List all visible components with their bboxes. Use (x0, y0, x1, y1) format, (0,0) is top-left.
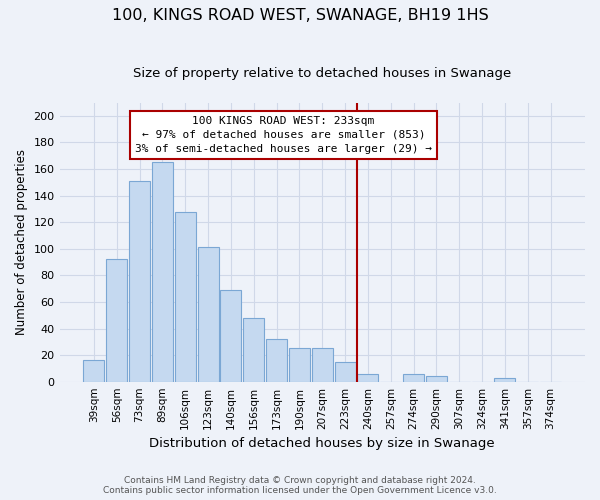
Text: Contains HM Land Registry data © Crown copyright and database right 2024.
Contai: Contains HM Land Registry data © Crown c… (103, 476, 497, 495)
Bar (358, 374, 379, 382)
Bar (403, 374, 424, 382)
Bar (243, 318, 264, 382)
Bar (494, 378, 515, 382)
Text: 100 KINGS ROAD WEST: 233sqm
← 97% of detached houses are smaller (853)
3% of sem: 100 KINGS ROAD WEST: 233sqm ← 97% of det… (135, 116, 432, 154)
Title: Size of property relative to detached houses in Swanage: Size of property relative to detached ho… (133, 68, 511, 80)
Bar (197, 248, 218, 382)
Bar (175, 212, 196, 382)
Bar (335, 362, 356, 382)
Bar (266, 339, 287, 382)
Bar (106, 260, 127, 382)
Y-axis label: Number of detached properties: Number of detached properties (15, 149, 28, 335)
Text: 100, KINGS ROAD WEST, SWANAGE, BH19 1HS: 100, KINGS ROAD WEST, SWANAGE, BH19 1HS (112, 8, 488, 22)
Bar (129, 181, 150, 382)
Bar (426, 376, 447, 382)
Bar (83, 360, 104, 382)
X-axis label: Distribution of detached houses by size in Swanage: Distribution of detached houses by size … (149, 437, 495, 450)
Bar (289, 348, 310, 382)
Bar (152, 162, 173, 382)
Bar (220, 290, 241, 382)
Bar (312, 348, 333, 382)
